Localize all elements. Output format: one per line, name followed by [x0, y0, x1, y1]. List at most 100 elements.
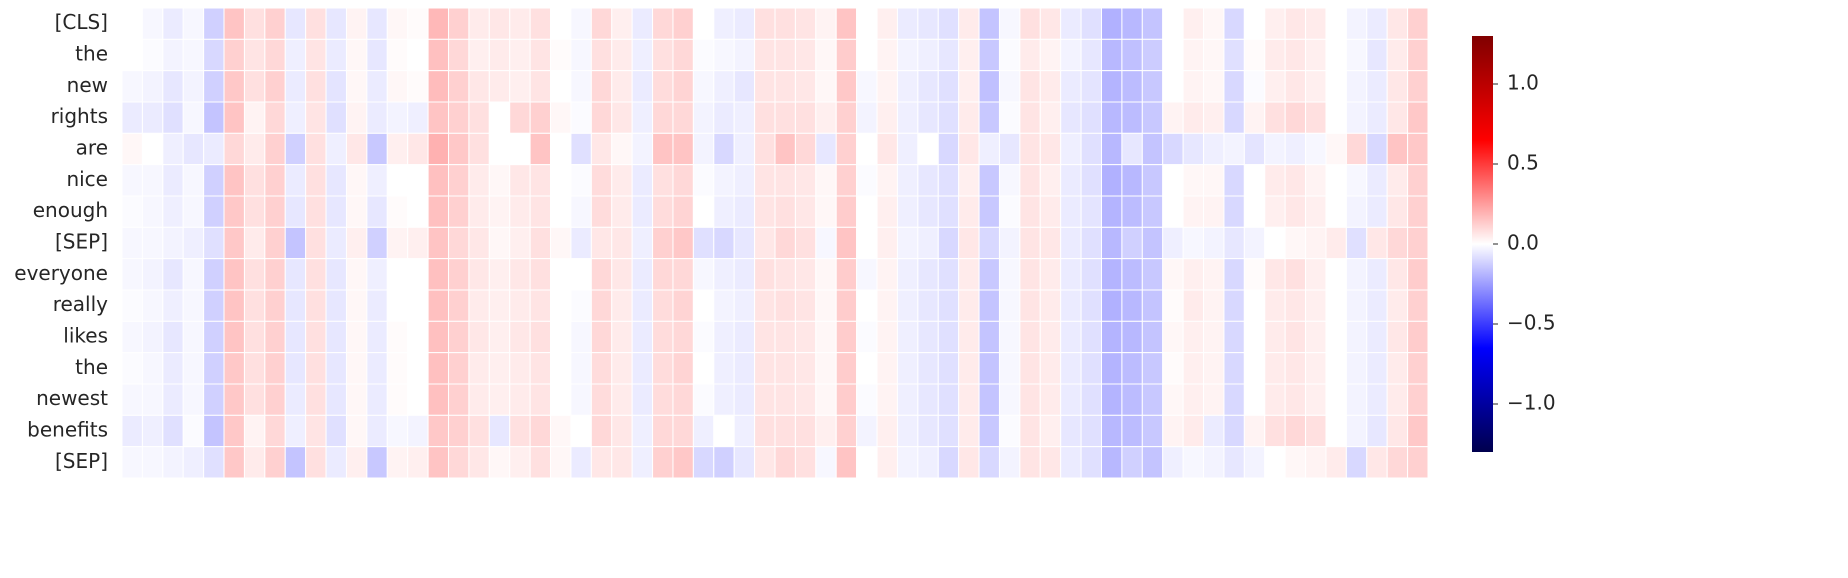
- heatmap-cell: [713, 289, 735, 322]
- heatmap-cell: [1019, 195, 1041, 228]
- heatmap-cell: [407, 258, 429, 291]
- heatmap-cell: [488, 38, 511, 72]
- heatmap-cell: [998, 226, 1021, 260]
- heatmap-cell: [182, 132, 205, 166]
- heatmap-cell: [264, 226, 286, 260]
- heatmap-cell: [978, 226, 1000, 260]
- heatmap-cell: [1141, 320, 1164, 354]
- heatmap-cell: [448, 7, 470, 40]
- heatmap-cell: [998, 7, 1021, 40]
- heatmap-cell: [937, 289, 960, 322]
- heatmap-cell: [1080, 132, 1102, 166]
- heatmap-cell: [876, 258, 898, 291]
- heatmap-cell: [1080, 70, 1102, 103]
- heatmap-cell: [978, 195, 1000, 228]
- heatmap-cell: [1019, 320, 1041, 354]
- heatmap-cell: [366, 414, 388, 448]
- colorbar-tick-label: 0.5: [1507, 151, 1539, 175]
- heatmap-cell: [652, 289, 674, 322]
- heatmap-cell: [345, 101, 368, 134]
- heatmap-cell: [141, 414, 164, 448]
- heatmap-cell: [264, 101, 286, 134]
- heatmap-cell: [937, 195, 960, 228]
- heatmap-cell: [264, 446, 286, 479]
- heatmap-cell: [1243, 383, 1266, 416]
- heatmap-cell: [733, 320, 756, 354]
- heatmap-cell: [1243, 414, 1266, 448]
- row-label: the: [75, 42, 108, 66]
- heatmap-cell: [692, 383, 715, 416]
- heatmap-cell: [1121, 446, 1143, 479]
- heatmap-cell: [1407, 320, 1429, 354]
- heatmap-cell: [917, 38, 939, 72]
- heatmap-cell: [345, 258, 368, 291]
- heatmap-cell: [835, 352, 858, 385]
- heatmap-cell: [1203, 414, 1225, 448]
- heatmap-cell: [1386, 446, 1409, 479]
- heatmap-cell: [1305, 164, 1327, 197]
- heatmap-cell: [1019, 352, 1041, 385]
- heatmap-cell: [141, 132, 164, 166]
- heatmap-cell: [305, 383, 327, 416]
- heatmap-cell: [529, 101, 552, 134]
- heatmap-cell: [1121, 320, 1143, 354]
- heatmap-cell: [917, 258, 939, 291]
- heatmap-cell: [325, 352, 347, 385]
- heatmap-cell: [325, 70, 347, 103]
- row-label: rights: [51, 104, 108, 128]
- heatmap-cell: [223, 320, 245, 354]
- heatmap-cell: [529, 289, 552, 322]
- heatmap-cell: [141, 164, 164, 197]
- heatmap-cell: [570, 195, 592, 228]
- heatmap-cell: [1101, 414, 1123, 448]
- heatmap-cell: [1407, 38, 1429, 72]
- heatmap-cell: [1019, 164, 1041, 197]
- heatmap-cell: [754, 226, 776, 260]
- heatmap-cell: [162, 38, 184, 72]
- heatmap-cell: [998, 195, 1021, 228]
- heatmap-cell: [1121, 352, 1143, 385]
- heatmap-cell: [264, 352, 286, 385]
- heatmap-cell: [284, 320, 307, 354]
- heatmap-cell: [1243, 132, 1266, 166]
- heatmap-cell: [1243, 352, 1266, 385]
- heatmap-cell: [1325, 289, 1347, 322]
- heatmap-cell: [141, 7, 164, 40]
- heatmap-cell: [264, 289, 286, 322]
- heatmap-cell: [570, 132, 592, 166]
- heatmap-cell: [937, 414, 960, 448]
- heatmap-cell: [876, 289, 898, 322]
- heatmap-cell: [794, 70, 817, 103]
- heatmap-cell: [1386, 352, 1409, 385]
- heatmap-cell: [1101, 289, 1123, 322]
- heatmap-cell: [713, 414, 735, 448]
- heatmap-cell: [386, 446, 409, 479]
- heatmap-cell: [468, 195, 490, 228]
- heatmap-cell: [590, 446, 613, 479]
- heatmap-cell: [754, 7, 776, 40]
- heatmap-cell: [774, 7, 796, 40]
- heatmap-cell: [876, 446, 898, 479]
- heatmap-cell: [550, 7, 572, 40]
- heatmap-cell: [223, 446, 245, 479]
- heatmap-cell: [182, 446, 205, 479]
- heatmap-cell: [733, 101, 756, 134]
- heatmap-cell: [448, 101, 470, 134]
- heatmap-cell: [203, 70, 225, 103]
- heatmap-cell: [509, 70, 531, 103]
- heatmap-cell: [1243, 226, 1266, 260]
- heatmap-cell: [794, 446, 817, 479]
- heatmap-cell: [713, 352, 735, 385]
- heatmap-cell: [570, 101, 592, 134]
- heatmap-cell: [305, 226, 327, 260]
- heatmap-cell: [611, 289, 633, 322]
- heatmap-cell: [1141, 101, 1164, 134]
- heatmap-cell: [550, 164, 572, 197]
- heatmap-cell: [672, 383, 694, 416]
- heatmap-cell: [509, 446, 531, 479]
- heatmap-cell: [1243, 38, 1266, 72]
- heatmap-cell: [1407, 446, 1429, 479]
- heatmap-cell: [917, 101, 939, 134]
- heatmap-cell: [264, 195, 286, 228]
